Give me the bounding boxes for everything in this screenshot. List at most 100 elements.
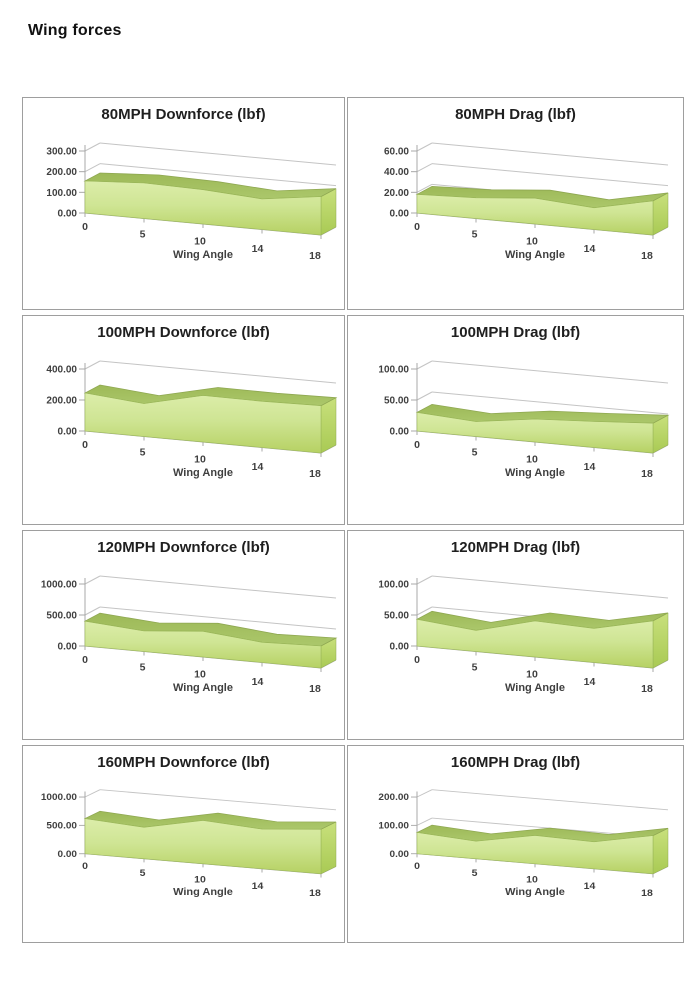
svg-text:0.00: 0.00: [57, 642, 77, 653]
svg-text:18: 18: [309, 468, 321, 480]
svg-text:200.00: 200.00: [46, 167, 77, 178]
chart-title: 80MPH Downforce (lbf): [101, 106, 266, 123]
svg-text:10: 10: [194, 875, 206, 885]
svg-text:200.00: 200.00: [46, 396, 77, 407]
svg-text:5: 5: [471, 661, 477, 673]
svg-text:Wing Angle: Wing Angle: [505, 886, 565, 897]
svg-text:100.00: 100.00: [378, 821, 409, 831]
svg-text:5: 5: [471, 868, 477, 878]
svg-text:18: 18: [309, 250, 321, 262]
svg-text:0: 0: [82, 221, 88, 233]
svg-text:300.00: 300.00: [46, 147, 77, 158]
svg-text:1000.00: 1000.00: [40, 580, 77, 591]
svg-text:20.00: 20.00: [383, 188, 408, 199]
chart-title: 120MPH Drag (lbf): [450, 539, 581, 556]
svg-text:0.00: 0.00: [389, 849, 408, 859]
svg-text:500.00: 500.00: [46, 821, 77, 831]
svg-text:1000.00: 1000.00: [40, 793, 76, 803]
chart-title: 120MPH Downforce (lbf): [97, 539, 270, 556]
area-chart-plot: 0.00 100.00 200.00 300.00 0 5 10 14 18 Wing Angle: [46, 142, 336, 262]
area-chart-plot: 0.00 50.00 100.00 0 5 10 14 18 Wing Angle: [378, 575, 668, 695]
chart-title: 80MPH Drag (lbf): [455, 106, 576, 123]
svg-text:14: 14: [251, 676, 263, 688]
svg-text:500.00: 500.00: [46, 611, 77, 622]
chart-120mph-drag[interactable]: 120MPH Drag (lbf) 0.00 50.00 100.00 0 5 10 14 1…: [347, 530, 684, 740]
svg-text:0.00: 0.00: [57, 427, 77, 438]
svg-text:0.00: 0.00: [389, 642, 409, 653]
chart-title: 100MPH Downforce (lbf): [97, 324, 270, 341]
chart-120mph-downforce[interactable]: 120MPH Downforce (lbf) 0.00 500.00 1000.00…: [22, 530, 345, 740]
svg-text:0.00: 0.00: [389, 427, 409, 438]
area-chart-plot: 0.00 100.00 200.00 0 5 10 14 18 Wing Angle: [378, 789, 668, 899]
svg-text:50.00: 50.00: [383, 611, 408, 622]
area-chart-plot: 0.00 20.00 40.00 60.00 0 5 10 14 18 Wing Angle: [383, 142, 668, 262]
svg-text:Wing Angle: Wing Angle: [173, 886, 233, 897]
page-title: Wing forces: [28, 22, 122, 39]
svg-text:100.00: 100.00: [378, 365, 409, 376]
chart-title: 100MPH Drag (lbf): [450, 324, 581, 341]
svg-text:14: 14: [583, 461, 595, 473]
svg-text:14: 14: [251, 243, 263, 255]
svg-text:50.00: 50.00: [383, 396, 408, 407]
svg-text:Wing Angle: Wing Angle: [173, 682, 233, 694]
svg-text:18: 18: [309, 888, 321, 898]
svg-text:5: 5: [139, 228, 145, 240]
chart-80mph-downforce[interactable]: 80MPH Downforce (lbf) 0.00 100.00 200.00 30…: [22, 97, 345, 310]
svg-text:10: 10: [194, 669, 206, 681]
svg-text:Wing Angle: Wing Angle: [505, 249, 565, 261]
svg-text:100.00: 100.00: [378, 580, 409, 591]
svg-text:60.00: 60.00: [383, 147, 408, 158]
chart-80mph-drag[interactable]: 80MPH Drag (lbf) 0.00 20.00 40.00 60.00 0 5 10…: [347, 97, 684, 310]
svg-text:0: 0: [82, 654, 88, 666]
svg-text:5: 5: [471, 228, 477, 240]
chart-160mph-downforce[interactable]: 160MPH Downforce (lbf) 0.00 500.00 1000.00…: [22, 745, 345, 943]
svg-text:200.00: 200.00: [378, 793, 409, 803]
chart-title: 160MPH Drag (lbf): [450, 754, 581, 771]
svg-text:5: 5: [139, 868, 145, 878]
svg-text:10: 10: [526, 669, 538, 681]
svg-text:5: 5: [471, 446, 477, 458]
svg-text:14: 14: [583, 243, 595, 255]
svg-text:0: 0: [414, 654, 420, 666]
svg-text:18: 18: [641, 888, 653, 898]
report-page: { "page": { "title": "Wing forces" }, "p…: [0, 22, 698, 1002]
svg-text:0: 0: [414, 221, 420, 233]
svg-text:40.00: 40.00: [383, 167, 408, 178]
svg-text:18: 18: [641, 468, 653, 480]
svg-text:18: 18: [641, 250, 653, 262]
svg-text:0.00: 0.00: [389, 209, 409, 220]
chart-100mph-drag[interactable]: 100MPH Drag (lbf) 0.00 50.00 100.00 0 5 10 14 1…: [347, 315, 684, 525]
area-chart-plot: 0.00 200.00 400.00 0 5 10 14 18 Wing Angle: [46, 360, 337, 480]
svg-text:400.00: 400.00: [46, 365, 77, 376]
svg-text:14: 14: [251, 882, 263, 892]
svg-text:14: 14: [583, 676, 595, 688]
svg-text:Wing Angle: Wing Angle: [505, 682, 565, 694]
svg-text:0.00: 0.00: [57, 849, 76, 859]
svg-text:Wing Angle: Wing Angle: [173, 467, 233, 479]
svg-text:18: 18: [641, 683, 653, 695]
svg-text:10: 10: [526, 875, 538, 885]
svg-text:5: 5: [139, 446, 145, 458]
svg-text:0: 0: [414, 862, 420, 872]
svg-text:0: 0: [82, 439, 88, 451]
svg-text:Wing Angle: Wing Angle: [505, 467, 565, 479]
svg-text:14: 14: [583, 882, 595, 892]
svg-text:Wing Angle: Wing Angle: [173, 249, 233, 261]
svg-text:100.00: 100.00: [46, 188, 77, 199]
svg-text:0: 0: [82, 862, 88, 872]
svg-text:10: 10: [526, 236, 538, 248]
chart-100mph-downforce[interactable]: 100MPH Downforce (lbf) 0.00 200.00 400.00 0…: [22, 315, 345, 525]
svg-text:0: 0: [414, 439, 420, 451]
chart-title: 160MPH Downforce (lbf): [97, 754, 270, 771]
area-chart-plot: 0.00 500.00 1000.00 0 5 10 14 18 Wing Angle: [40, 575, 337, 695]
svg-text:14: 14: [251, 461, 263, 473]
chart-grid: 80MPH Downforce (lbf) 0.00 100.00 200.00 30…: [22, 97, 684, 943]
svg-text:5: 5: [139, 661, 145, 673]
svg-text:10: 10: [194, 454, 206, 466]
svg-text:10: 10: [194, 236, 206, 248]
svg-text:10: 10: [526, 454, 538, 466]
area-chart-plot: 0.00 50.00 100.00 0 5 10 14 18 Wing Angle: [378, 360, 670, 480]
area-chart-plot: 0.00 500.00 1000.00 0 5 10 14 18 Wing Angle: [40, 789, 336, 899]
chart-160mph-drag[interactable]: 160MPH Drag (lbf) 0.00 100.00 200.00 0 5 10 14…: [347, 745, 684, 943]
svg-text:0.00: 0.00: [57, 209, 77, 220]
